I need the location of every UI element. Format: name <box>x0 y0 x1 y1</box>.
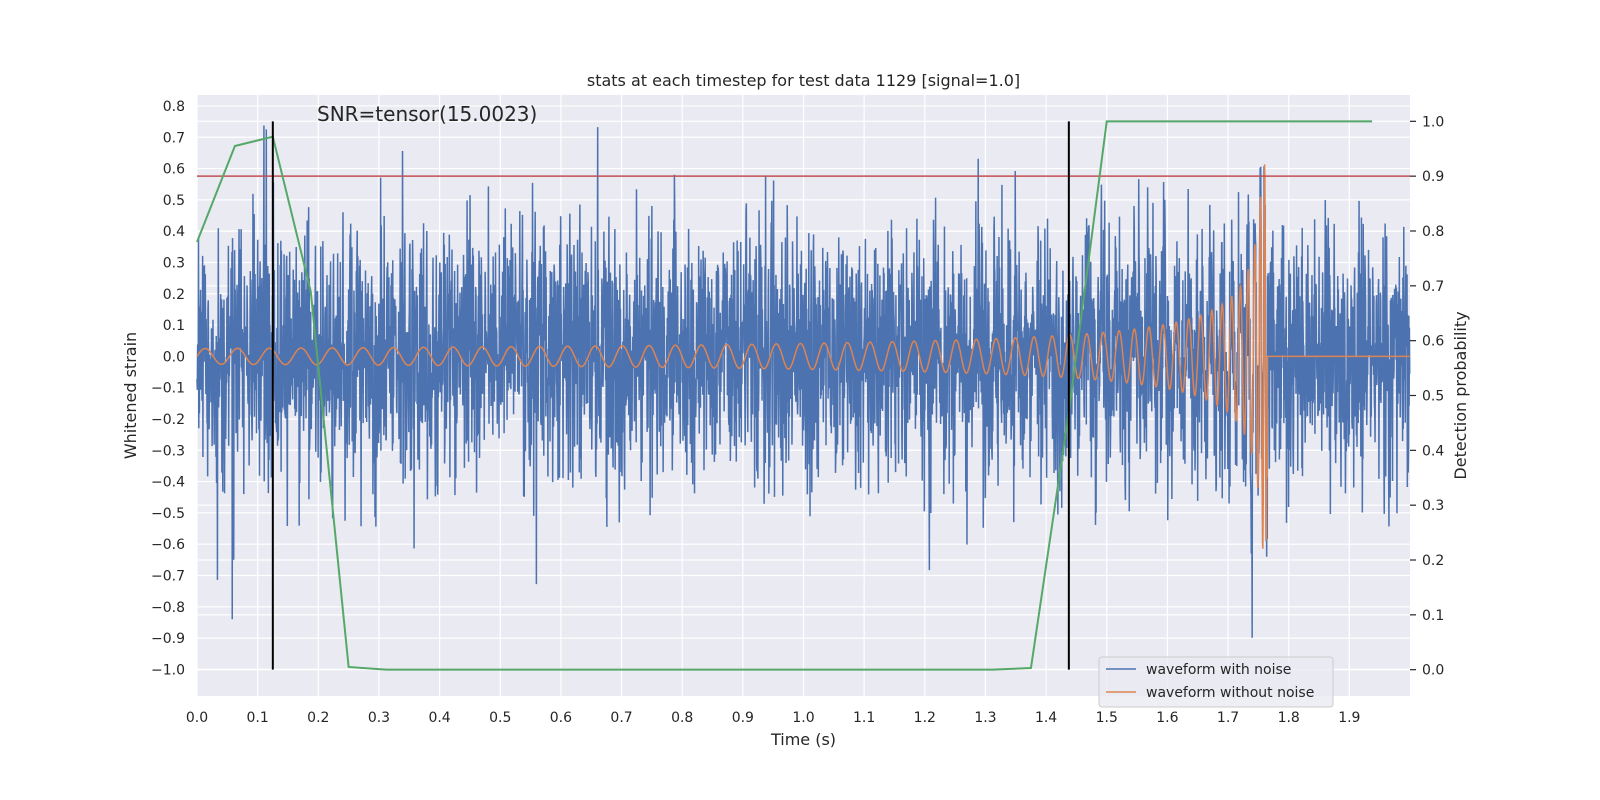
x-tick-label: 0.9 <box>732 710 754 726</box>
x-tick-label: 0.2 <box>307 710 329 726</box>
y-tick-label-right: 0.8 <box>1422 224 1444 240</box>
y-tick-label-left: 0.5 <box>163 193 185 209</box>
chart-title: stats at each timestep for test data 112… <box>587 71 1020 90</box>
series-waveform-with-noise <box>196 125 1411 638</box>
x-tick-label: 1.4 <box>1035 710 1057 726</box>
y-tick-label-left: −0.1 <box>151 381 185 397</box>
x-tick-label: 1.0 <box>792 710 814 726</box>
y-tick-label-right: 1.0 <box>1422 114 1444 130</box>
y-tick-label-right: 0.5 <box>1422 389 1444 405</box>
ticks: 0.0 0.1 0.2 0.3 0.4 0.5 0.6 0.7 0.8 0.9 1.0 1.1 1.2 1… <box>151 99 1444 726</box>
x-tick-label: 1.8 <box>1278 710 1300 726</box>
series-detection-probability <box>196 120 1373 671</box>
y-tick-label-left: −1.0 <box>151 662 185 678</box>
y-tick-label-right: 0.9 <box>1422 169 1444 185</box>
y-axis-label-left: Whitened strain <box>121 332 140 459</box>
legend: waveform with noise waveform without noi… <box>1098 656 1334 708</box>
y-tick-label-left: −0.2 <box>151 412 185 428</box>
y-tick-label-left: 0.4 <box>163 224 185 240</box>
y-tick-label-left: −0.9 <box>151 631 185 647</box>
y-tick-label-right: 0.2 <box>1422 553 1444 569</box>
x-tick-label: 0.5 <box>489 710 511 726</box>
x-axis-label: Time (s) <box>770 730 836 749</box>
y-tick-label-left: −0.5 <box>151 506 185 522</box>
y-tick-label-left: −0.3 <box>151 443 185 459</box>
x-tick-label: 1.2 <box>914 710 936 726</box>
legend-label-noisy: waveform with noise <box>1146 662 1291 678</box>
legend-box <box>1098 656 1334 708</box>
x-tick-label: 1.1 <box>853 710 875 726</box>
y-tick-label-left: −0.6 <box>151 537 185 553</box>
y-tick-label-left: 0.1 <box>163 318 185 334</box>
y-tick-label-right: 0.3 <box>1422 498 1444 514</box>
y-tick-label-left: 0.6 <box>163 162 185 178</box>
x-tick-label: 0.6 <box>550 710 572 726</box>
y-tick-label-left: −0.8 <box>151 600 185 616</box>
y-tick-label-left: −0.7 <box>151 568 185 584</box>
y-tick-label-right: 0.4 <box>1422 443 1444 459</box>
x-tick-label: 1.3 <box>974 710 996 726</box>
legend-label-clean: waveform without noise <box>1146 685 1314 701</box>
x-tick-label: 0.3 <box>368 710 390 726</box>
y-tick-label-right: 0.6 <box>1422 334 1444 350</box>
y-tick-label-left: 0.0 <box>163 349 185 365</box>
y-tick-label-right: 0.1 <box>1422 608 1444 624</box>
x-tick-label: 0.0 <box>186 710 208 726</box>
series-waveform-without-noise <box>196 164 1410 549</box>
x-tick-label: 0.1 <box>247 710 269 726</box>
y-tick-label-left: 0.8 <box>163 99 185 115</box>
y-tick-label-left: 0.2 <box>163 287 185 303</box>
x-tick-label: 0.7 <box>610 710 632 726</box>
x-tick-label: 1.5 <box>1096 710 1118 726</box>
series-layer <box>196 120 1411 671</box>
y-tick-label-left: −0.4 <box>151 475 185 491</box>
snr-annotation: SNR=tensor(15.0023) <box>317 102 537 126</box>
y-tick-label-left: 0.3 <box>163 255 185 271</box>
x-tick-label: 1.9 <box>1338 710 1360 726</box>
x-tick-label: 1.6 <box>1156 710 1178 726</box>
y-axis-label-right: Detection probability <box>1451 311 1470 479</box>
y-tick-label-right: 0.0 <box>1422 663 1444 679</box>
x-tick-label: 1.7 <box>1217 710 1239 726</box>
y-tick-label-right: 0.7 <box>1422 279 1444 295</box>
x-tick-label: 0.4 <box>428 710 450 726</box>
x-tick-label: 0.8 <box>671 710 693 726</box>
y-tick-label-left: 0.7 <box>163 130 185 146</box>
